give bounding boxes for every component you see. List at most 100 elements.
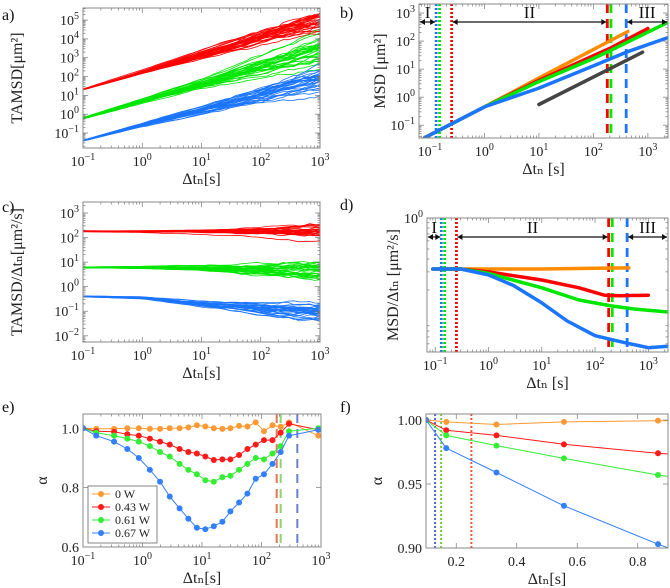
x-axis-label: Δtₙ[s]	[528, 571, 567, 588]
legend-marker	[98, 491, 104, 497]
y-tick-label: 100	[60, 278, 79, 296]
data-point	[111, 438, 118, 445]
data-point	[655, 541, 662, 548]
region-II: II	[452, 3, 607, 25]
x-axis-label: Δtₙ[s]	[182, 171, 221, 188]
trajectory	[83, 20, 320, 91]
region-label: II	[527, 218, 539, 237]
data-point	[244, 446, 251, 453]
data-point	[227, 456, 234, 463]
data-point	[202, 526, 209, 533]
data-point	[176, 446, 183, 453]
panel-label: b)	[340, 5, 353, 22]
y-tick-label: 10−1	[54, 124, 79, 142]
data-point	[202, 453, 209, 460]
x-tick-label: 101	[529, 142, 548, 160]
region-label: II	[524, 3, 536, 22]
region-label: I	[425, 3, 431, 22]
ensemble-red	[83, 223, 320, 243]
data-point	[315, 426, 321, 433]
legend-label: 0.61 W	[115, 513, 151, 527]
data-point	[210, 523, 217, 530]
x-tick-label: 100	[475, 142, 494, 160]
data-point	[443, 427, 450, 434]
legend-label: 0 W	[115, 487, 136, 501]
y-tick-label: 100	[404, 209, 423, 227]
legend-entry: 0 W	[92, 487, 136, 501]
data-point	[166, 441, 173, 448]
trajectory	[83, 18, 320, 90]
y-tick-label: 104	[60, 30, 79, 48]
data-point	[286, 432, 293, 439]
data-point	[166, 453, 173, 460]
panel-label: f)	[340, 399, 351, 416]
x-tick-label: 102	[251, 152, 270, 170]
panel-label: e)	[2, 399, 14, 416]
axes-box	[426, 217, 669, 353]
x-tick-label: 0.2	[448, 555, 466, 570]
data-point	[219, 518, 226, 525]
data-point	[443, 445, 450, 452]
data-point	[185, 449, 192, 455]
x-tick-label: 101	[192, 152, 211, 170]
y-tick-label: 0.90	[398, 542, 423, 557]
data-point	[185, 466, 192, 473]
panel-label: a)	[2, 7, 14, 24]
y-tick-label: 10−1	[390, 116, 415, 134]
trajectory	[83, 74, 320, 141]
x-axis-label: Δtₙ[s]	[182, 365, 221, 382]
x-tick-label: 10−1	[71, 152, 96, 170]
y-tick-label: 100	[60, 105, 79, 123]
series-line	[426, 419, 668, 478]
plot-content	[83, 414, 321, 547]
data-point	[560, 418, 567, 425]
data-point	[277, 423, 284, 430]
data-point	[655, 417, 662, 424]
y-tick-label: 100	[396, 88, 415, 106]
ensemble-red	[83, 12, 320, 91]
ensemble-blue	[83, 63, 320, 142]
data-point	[135, 454, 142, 461]
data-point	[260, 437, 267, 444]
y-tick-label: 103	[60, 49, 79, 67]
data-point	[193, 422, 200, 429]
data-point	[93, 432, 100, 439]
series-0.43-W	[83, 420, 321, 464]
x-axis-label: Δtₙ [s]	[526, 375, 569, 392]
panel-label: d)	[340, 197, 353, 214]
series-0.67-W	[431, 267, 668, 350]
x-tick-label: 100	[133, 551, 152, 569]
y-axis-label: MSD/Δtₙ [μm²/s]	[385, 229, 402, 341]
data-point	[135, 425, 142, 432]
series-0.43-W	[426, 417, 668, 457]
x-tick-label: 100	[479, 356, 498, 374]
data-point	[286, 420, 293, 427]
data-point	[219, 474, 226, 481]
y-tick-label: 0.95	[398, 478, 423, 493]
y-tick-label: 101	[60, 86, 79, 104]
data-point	[210, 425, 217, 432]
data-point	[176, 505, 183, 512]
series-line	[431, 267, 668, 350]
data-point	[260, 456, 267, 463]
data-point	[560, 441, 567, 448]
panel-a: a)10−1 100 101 102 10310−1100101102103104105…	[2, 7, 330, 188]
data-point	[202, 477, 209, 484]
data-point	[277, 429, 284, 436]
region-II: II	[457, 218, 608, 240]
x-tick-label: 103	[638, 142, 657, 160]
region-label: III	[639, 218, 656, 237]
trajectory	[83, 63, 320, 141]
data-point	[315, 432, 321, 439]
series-line	[426, 419, 668, 548]
data-point	[185, 515, 192, 522]
plot-area	[426, 414, 668, 548]
data-point	[193, 524, 200, 531]
data-point	[277, 449, 284, 455]
legend-entry: 0.43 W	[92, 500, 151, 514]
trajectory	[83, 296, 320, 322]
x-tick-label: 100	[133, 152, 152, 170]
x-tick-label: 101	[193, 551, 212, 569]
